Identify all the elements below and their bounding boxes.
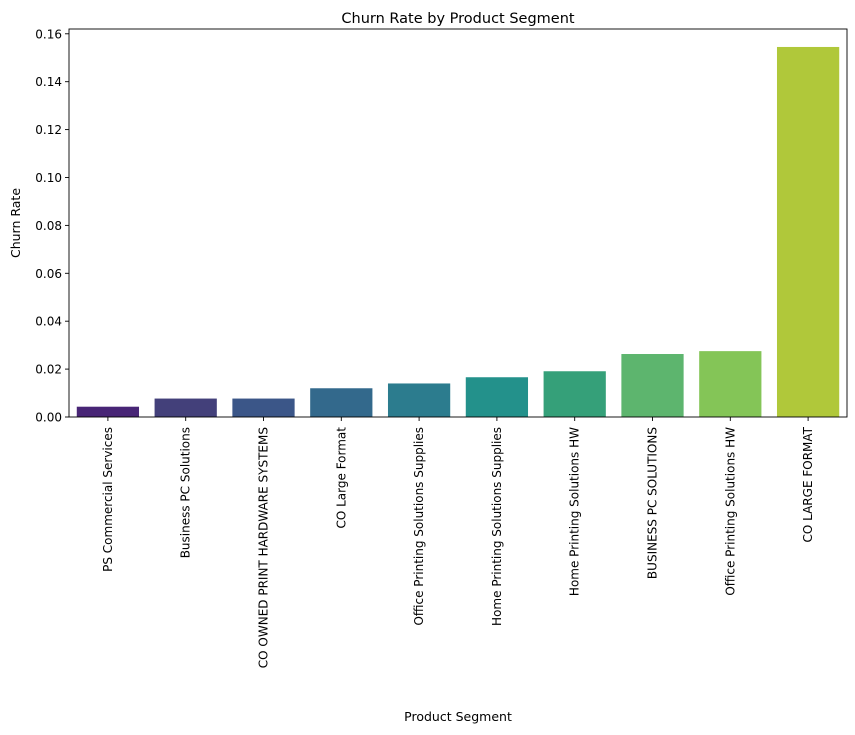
y-tick-label: 0.08 xyxy=(35,219,62,233)
bar xyxy=(776,46,840,418)
y-tick-label: 0.02 xyxy=(35,363,62,377)
plot-frame xyxy=(68,28,848,418)
y-tick-label: 0.12 xyxy=(35,123,62,137)
y-tick-label: 0.14 xyxy=(35,75,62,89)
bar xyxy=(310,388,373,417)
bar xyxy=(154,398,217,417)
y-tick-label: 0.16 xyxy=(35,27,62,41)
bar xyxy=(387,383,451,417)
x-axis-label: Product Segment xyxy=(404,709,512,724)
y-tick-label: 0.00 xyxy=(35,411,62,425)
bar xyxy=(699,351,762,417)
x-tick-label: CO LARGE FORMAT xyxy=(801,426,815,542)
bar xyxy=(232,398,295,417)
x-tick-label: Home Printing Solutions HW xyxy=(568,427,582,596)
bar xyxy=(543,371,606,417)
x-tick-label: CO OWNED PRINT HARDWARE SYSTEMS xyxy=(257,427,271,668)
x-tick-label: Office Printing Solutions HW xyxy=(723,427,737,596)
x-tick-label: BUSINESS PC SOLUTIONS xyxy=(646,427,660,579)
bars xyxy=(76,46,840,418)
bar xyxy=(76,406,140,417)
x-tick-label: CO Large Format xyxy=(334,427,348,529)
y-axis: 0.00 0.02 0.04 0.06 0.08 0.10 0.12 0.14 0.16 xyxy=(35,27,69,425)
x-tick-label: PS Commercial Services xyxy=(101,427,115,572)
x-tick-label: Home Printing Solutions Supplies xyxy=(490,427,504,626)
x-tick-label: Office Printing Solutions Supplies xyxy=(412,427,426,626)
bar xyxy=(621,354,684,417)
y-tick-label: 0.06 xyxy=(35,267,62,281)
x-axis: PS Commercial Services Business PC Soluti… xyxy=(101,417,815,668)
y-tick-label: 0.04 xyxy=(35,315,62,329)
y-axis-label: Churn Rate xyxy=(8,188,23,258)
bar xyxy=(465,377,529,417)
y-tick-label: 0.10 xyxy=(35,171,62,185)
chart-title: Churn Rate by Product Segment xyxy=(341,11,574,27)
x-tick-label: Business PC Solutions xyxy=(179,427,193,558)
